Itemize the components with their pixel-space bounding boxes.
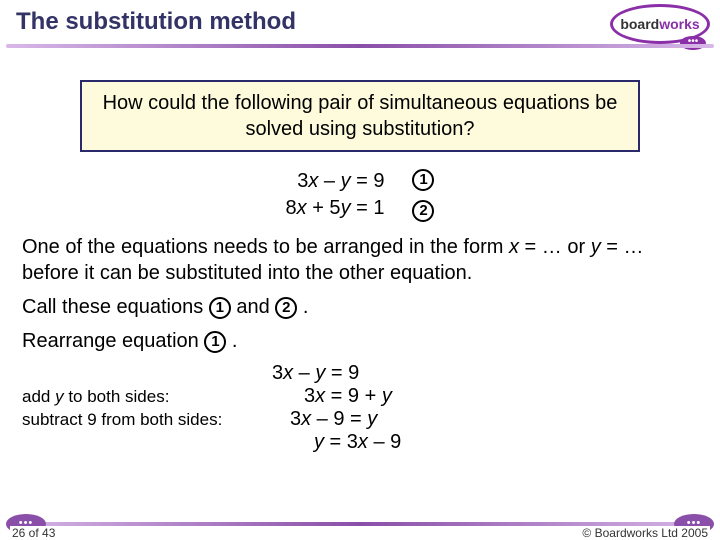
copyright-text: © Boardworks Ltd 2005 bbox=[580, 526, 710, 540]
header-divider bbox=[0, 44, 720, 54]
brand-logo: boardworks ••• bbox=[600, 4, 710, 48]
question-box: How could the following pair of simultan… bbox=[80, 80, 640, 152]
circled-1b: 1 bbox=[204, 331, 226, 353]
step-2-eq: 3x – 9 = y bbox=[272, 408, 377, 431]
equation-block: 3x – y = 9 8x + 5y = 1 1 2 bbox=[22, 166, 698, 224]
page-number: 26 of 43 bbox=[10, 526, 57, 540]
call-line: Call these equations 1 and 2 . bbox=[22, 294, 698, 320]
step-1-eq: 3x = 9 + y bbox=[272, 385, 392, 408]
step-eq-top: 3x – y = 9 bbox=[22, 362, 698, 385]
equation-1: 3x – y = 9 bbox=[286, 168, 385, 195]
step-2-label: subtract 9 from both sides: bbox=[22, 410, 272, 430]
circled-2: 2 bbox=[275, 297, 297, 319]
equation-2: 8x + 5y = 1 bbox=[286, 195, 385, 222]
equation-label-1: 1 bbox=[412, 169, 434, 191]
logo-text-main: board bbox=[620, 16, 659, 32]
step-1-label: add y to both sides: bbox=[22, 387, 272, 407]
circled-1: 1 bbox=[209, 297, 231, 319]
rearrange-line: Rearrange equation 1 . bbox=[22, 328, 698, 354]
equation-label-2: 2 bbox=[412, 200, 434, 222]
step-final-eq: y = 3x – 9 bbox=[22, 431, 698, 454]
explanation-text: One of the equations needs to be arrange… bbox=[22, 234, 698, 286]
logo-text-accent: works bbox=[659, 16, 699, 32]
